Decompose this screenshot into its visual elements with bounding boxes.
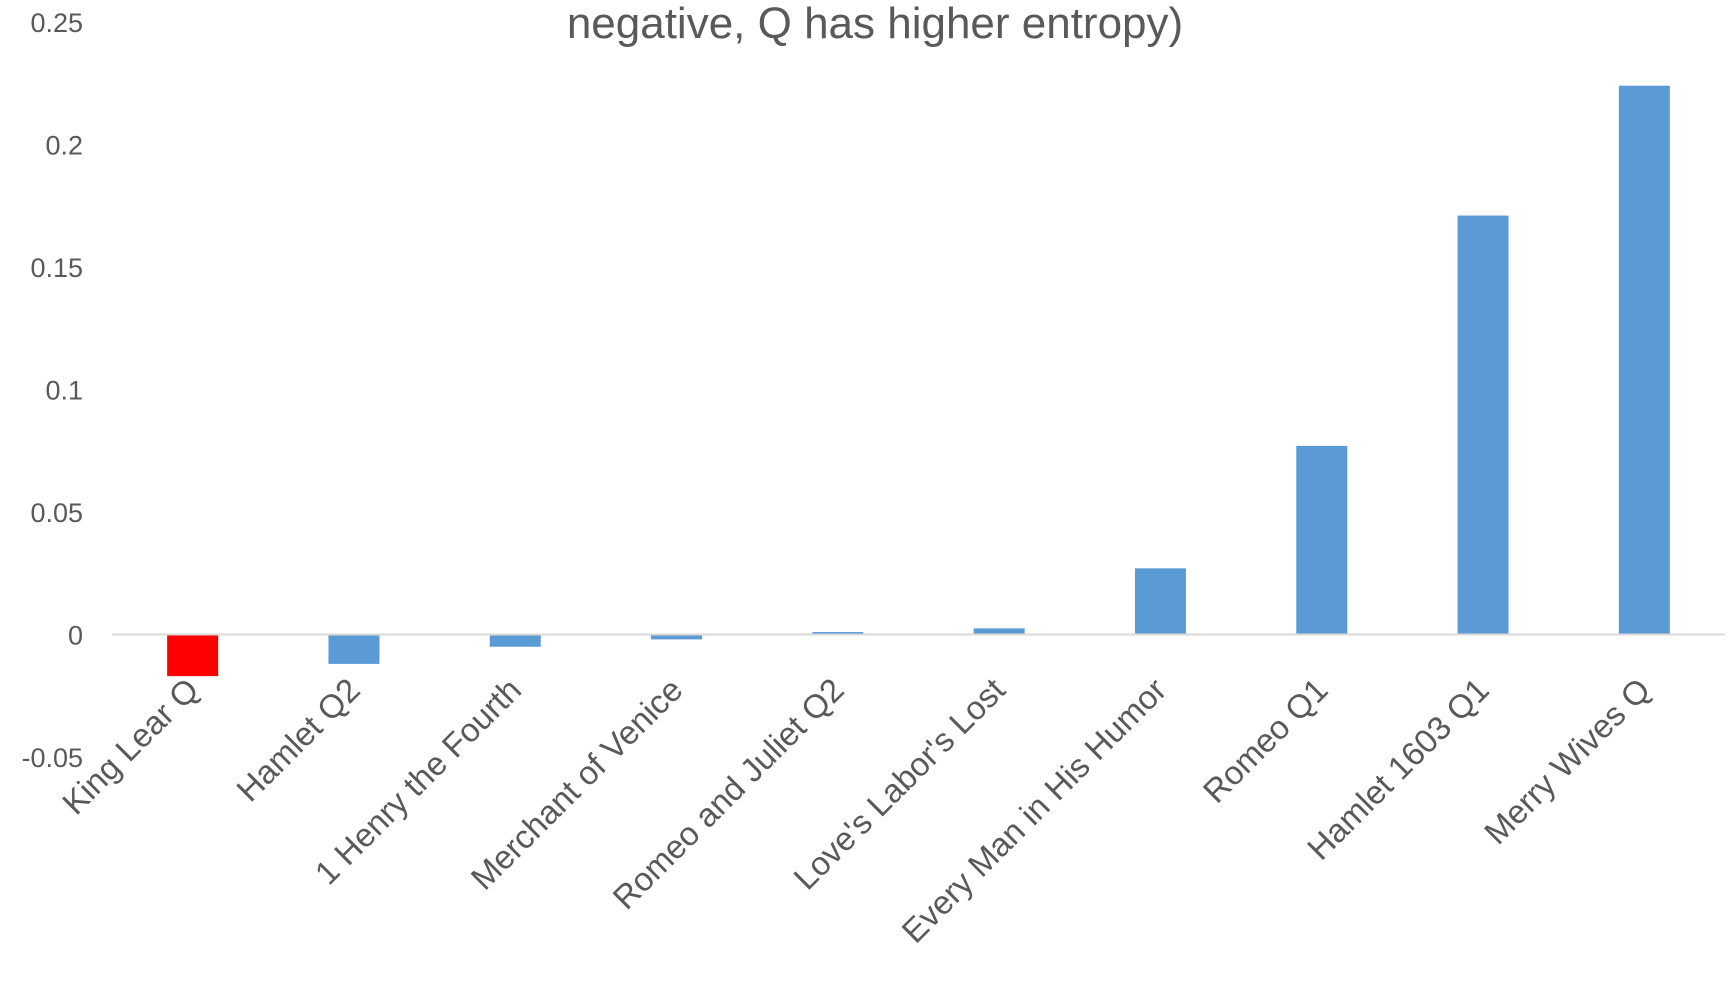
y-tick-label: 0.05 — [30, 498, 83, 528]
bar — [1457, 215, 1509, 635]
bar — [812, 632, 864, 635]
x-tick-label: Every Man in His Humor — [894, 671, 1173, 950]
bar — [328, 634, 380, 664]
y-axis-ticks: -0.05 0 0.05 0.1 0.15 0.2 0.25 — [21, 8, 83, 773]
y-tick-label: 0 — [68, 621, 83, 651]
y-tick-label: 0.25 — [30, 8, 83, 38]
bar — [489, 634, 541, 647]
bar — [973, 628, 1025, 635]
chart-title: negative, Q has higher entropy) — [567, 0, 1183, 48]
x-tick-label: Hamlet Q2 — [229, 671, 367, 809]
bar — [651, 634, 703, 640]
y-tick-label: 0.2 — [45, 131, 83, 161]
bar — [167, 634, 219, 677]
bar — [1618, 85, 1670, 635]
x-tick-label: Romeo Q1 — [1196, 671, 1335, 810]
bar — [1134, 568, 1186, 635]
x-tick-label: Merry Wives Q — [1477, 671, 1657, 851]
y-tick-label: 0.1 — [45, 376, 83, 406]
bar — [1296, 445, 1348, 635]
y-tick-label: 0.15 — [30, 253, 83, 283]
x-axis-ticks: King Lear Q Hamlet Q21 Henry the FourthMe… — [55, 671, 1657, 950]
y-tick-label: -0.05 — [21, 743, 83, 773]
bars — [167, 85, 1670, 677]
